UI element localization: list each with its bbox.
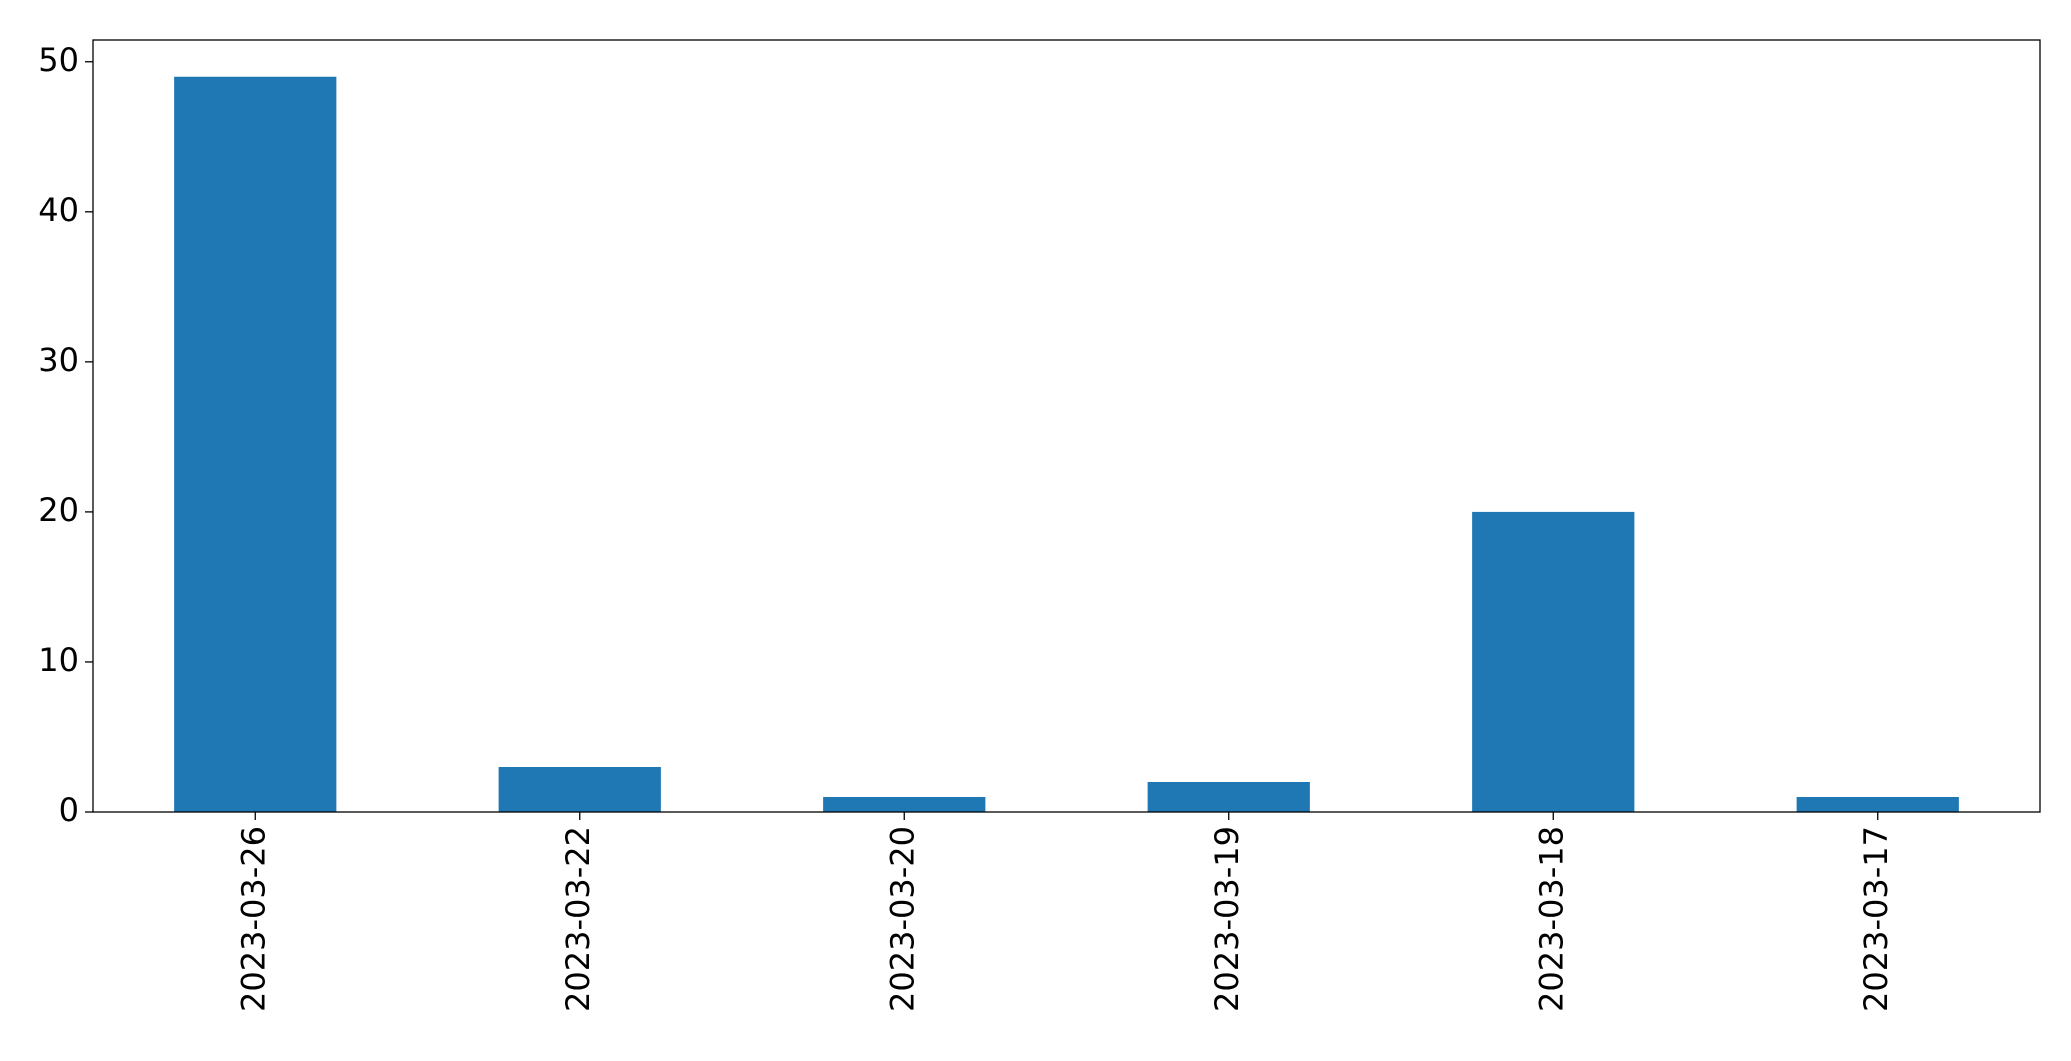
y-tick-label: 40: [38, 191, 79, 229]
plot-frame: [92, 39, 2041, 813]
bar: [1147, 781, 1310, 812]
x-tick-label: 2023-03-19: [1208, 826, 1246, 1012]
x-tick-label: 2023-03-26: [234, 826, 272, 1012]
bar: [1472, 511, 1635, 812]
x-tick-label: 2023-03-20: [883, 826, 921, 1012]
y-tick-label: 10: [38, 641, 79, 679]
bar: [174, 76, 337, 812]
bar: [1796, 796, 1959, 812]
y-tick-label: 20: [38, 491, 79, 529]
y-tick-label: 50: [38, 41, 79, 79]
y-tick-label: 0: [59, 791, 79, 829]
bar: [823, 796, 986, 812]
x-tick-label: 2023-03-17: [1857, 826, 1895, 1012]
y-tick-label: 30: [38, 341, 79, 379]
bar: [498, 766, 661, 812]
x-tick-label: 2023-03-18: [1532, 826, 1570, 1012]
x-tick-label: 2023-03-22: [559, 826, 597, 1012]
